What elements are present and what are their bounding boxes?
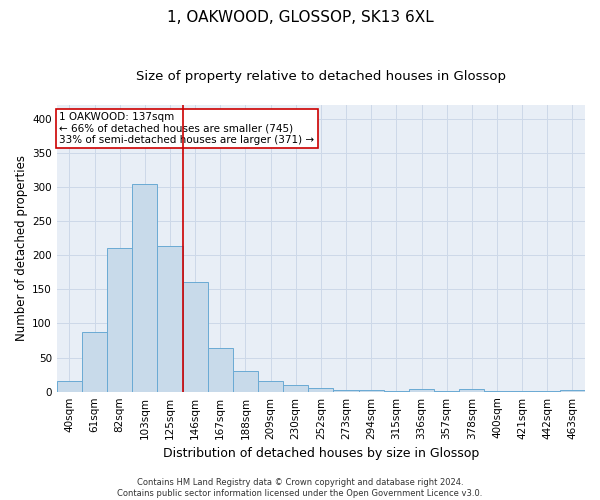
Bar <box>308 388 334 392</box>
Bar <box>132 184 157 392</box>
Bar <box>509 391 535 392</box>
Bar <box>57 382 82 392</box>
Bar <box>208 348 233 392</box>
Bar <box>459 389 484 392</box>
Text: 1 OAKWOOD: 137sqm
← 66% of detached houses are smaller (745)
33% of semi-detache: 1 OAKWOOD: 137sqm ← 66% of detached hous… <box>59 112 314 146</box>
Bar <box>258 381 283 392</box>
Bar <box>107 248 132 392</box>
Bar <box>233 371 258 392</box>
Text: Contains HM Land Registry data © Crown copyright and database right 2024.
Contai: Contains HM Land Registry data © Crown c… <box>118 478 482 498</box>
Bar <box>157 246 182 392</box>
Bar <box>535 391 560 392</box>
Bar <box>82 332 107 392</box>
Bar <box>283 385 308 392</box>
Bar <box>560 390 585 392</box>
Text: 1, OAKWOOD, GLOSSOP, SK13 6XL: 1, OAKWOOD, GLOSSOP, SK13 6XL <box>167 10 433 25</box>
X-axis label: Distribution of detached houses by size in Glossop: Distribution of detached houses by size … <box>163 447 479 460</box>
Y-axis label: Number of detached properties: Number of detached properties <box>15 156 28 342</box>
Bar <box>334 390 359 392</box>
Bar <box>434 391 459 392</box>
Title: Size of property relative to detached houses in Glossop: Size of property relative to detached ho… <box>136 70 506 83</box>
Bar <box>484 391 509 392</box>
Bar <box>182 282 208 392</box>
Bar <box>409 389 434 392</box>
Bar <box>359 390 384 392</box>
Bar <box>384 391 409 392</box>
